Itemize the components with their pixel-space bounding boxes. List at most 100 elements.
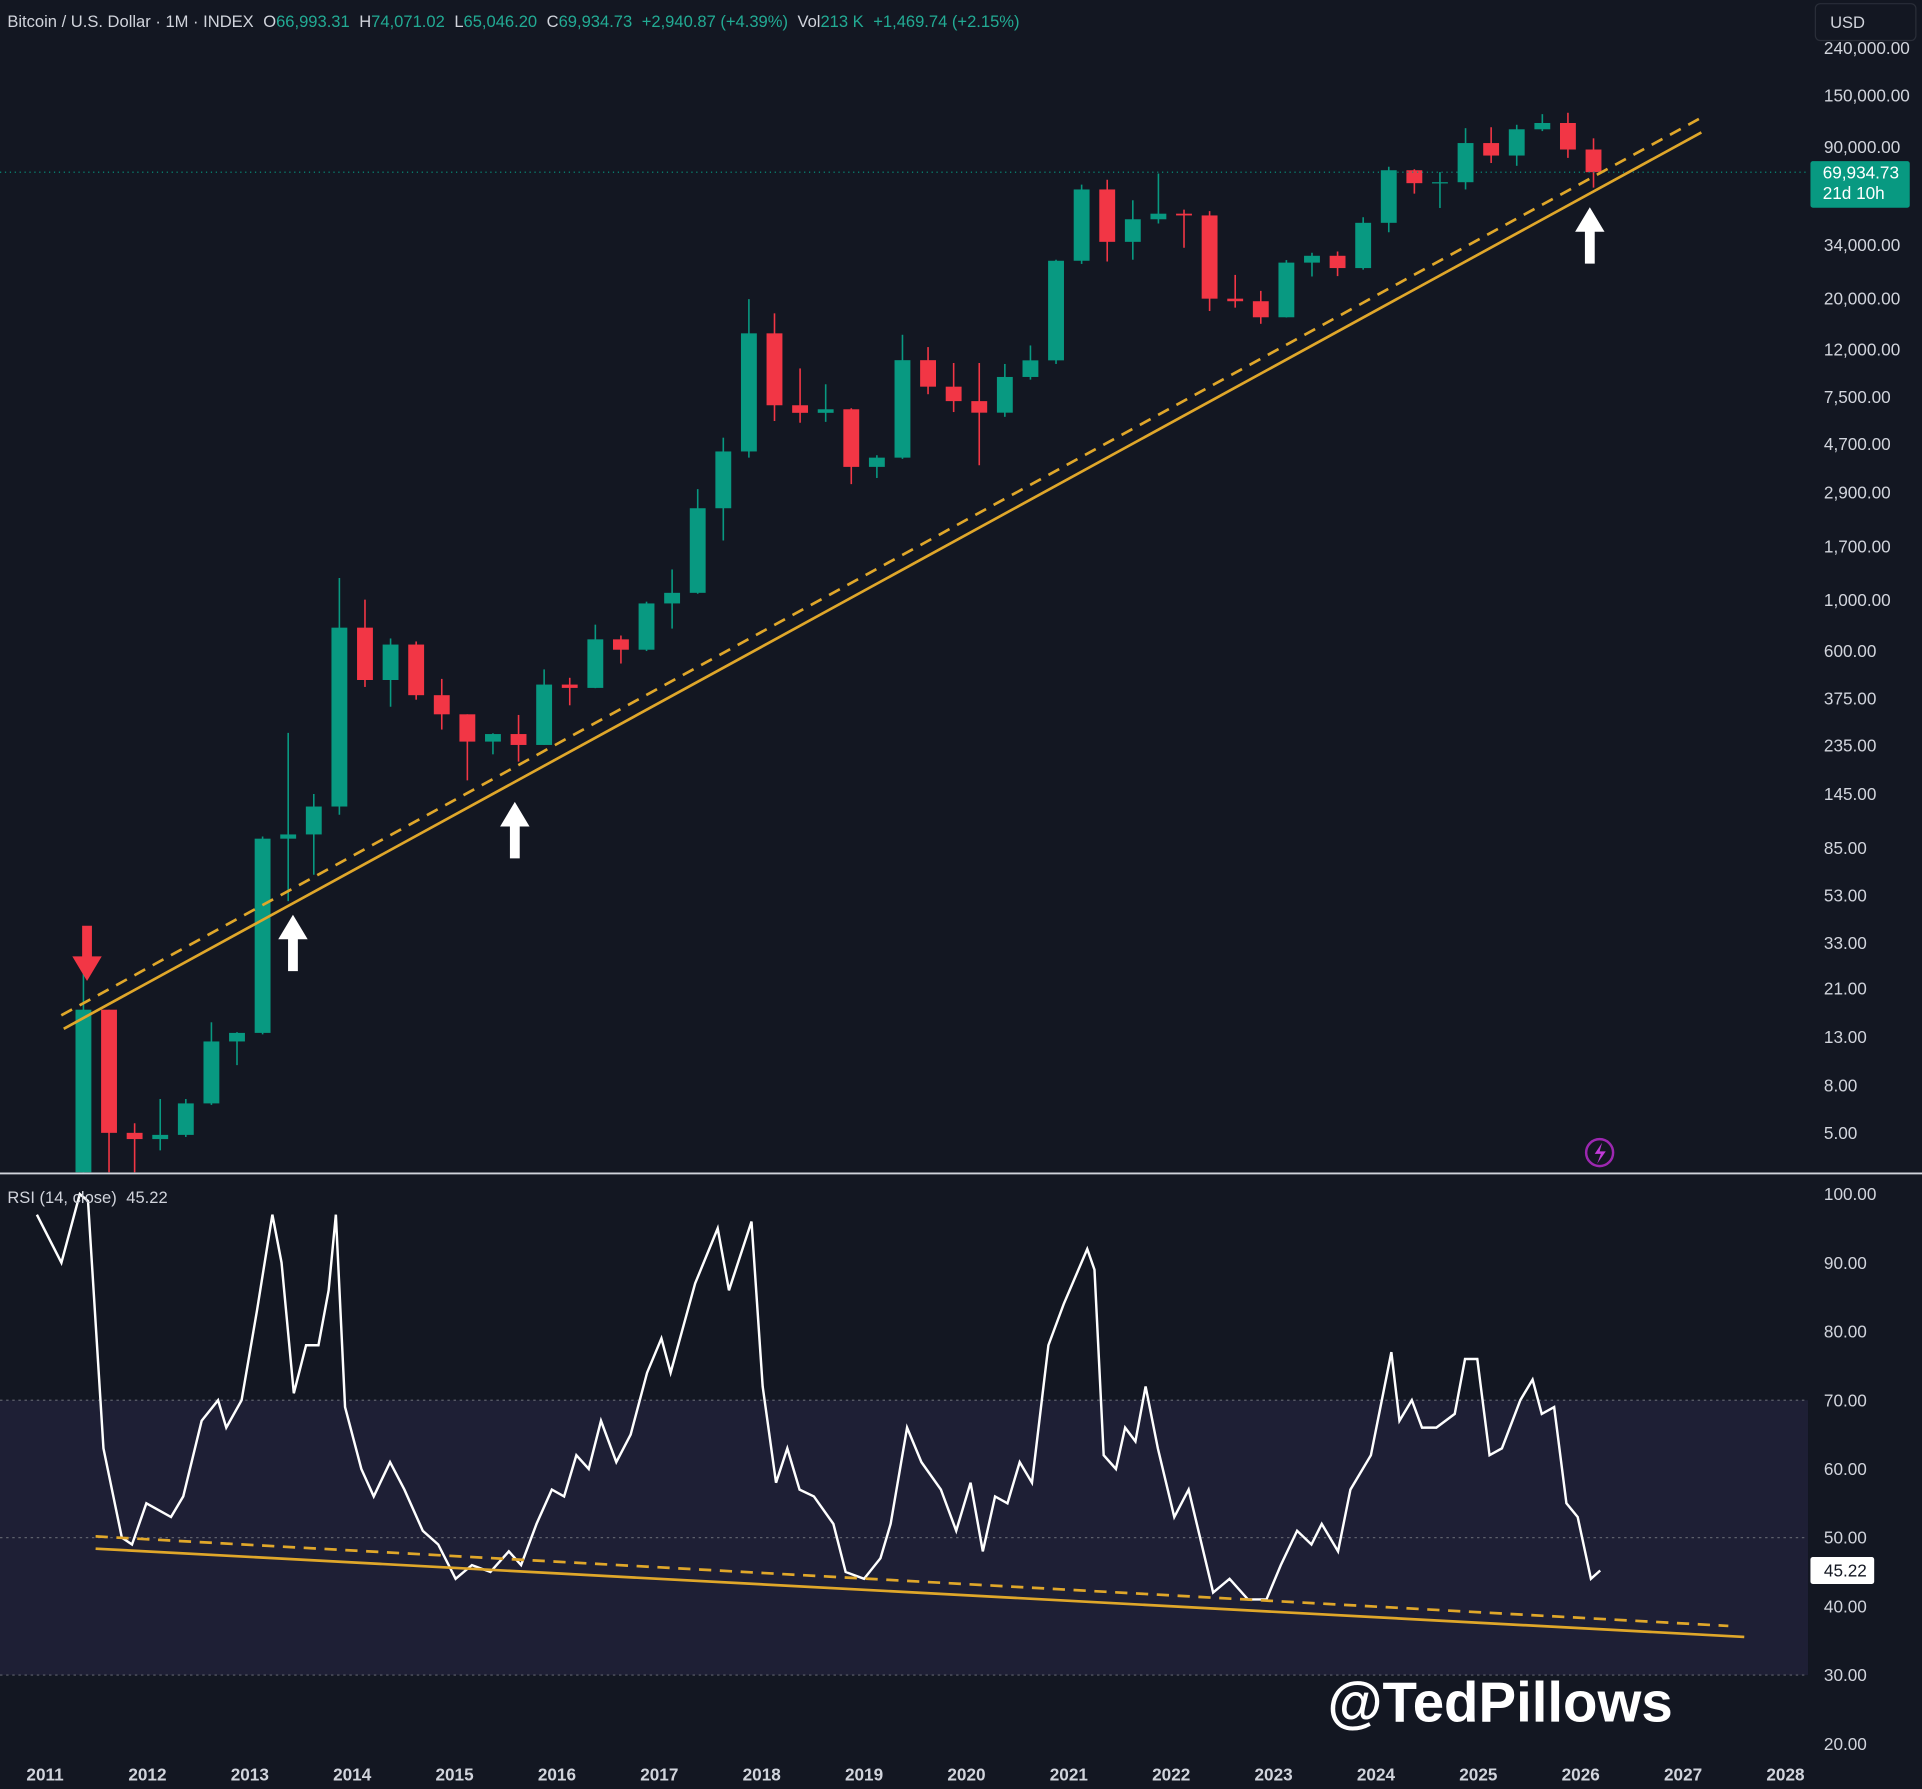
volume-change: +1,469.74 (+2.15%) xyxy=(873,12,1019,31)
countdown-label: 21d 10h xyxy=(1823,183,1885,203)
price-pane xyxy=(0,112,1809,1173)
y-tick-label: 2,900.00 xyxy=(1824,483,1891,503)
candle-body xyxy=(433,695,450,715)
y-tick-label: 7,500.00 xyxy=(1824,387,1891,407)
rsi-last-value: 45.22 xyxy=(126,1188,167,1207)
up-arrow xyxy=(278,914,308,972)
y-tick-label: 12,000.00 xyxy=(1824,340,1900,360)
candle-body xyxy=(920,360,936,387)
y-tick-label: 1,000.00 xyxy=(1824,590,1891,610)
candle-body xyxy=(1099,189,1116,242)
y-tick-label: 600.00 xyxy=(1824,641,1876,661)
x-tick-label: 2012 xyxy=(128,1764,166,1784)
last-price-label: 69,934.73 xyxy=(1823,162,1899,182)
rsi-line xyxy=(35,1191,1602,1601)
x-tick-label: 2013 xyxy=(231,1764,269,1784)
candle-body xyxy=(408,644,425,696)
candle-body xyxy=(996,376,1013,413)
candle-body xyxy=(612,639,629,650)
candle-body xyxy=(126,1132,143,1140)
y-tick-label: 145.00 xyxy=(1824,784,1876,804)
candle-body xyxy=(1022,360,1039,377)
x-tick-label: 2019 xyxy=(845,1764,883,1784)
icon-bolt xyxy=(1594,1142,1606,1164)
candle-body xyxy=(894,360,911,458)
rsi-pane xyxy=(35,1191,1602,1601)
rsi-title: RSI (14, close) xyxy=(7,1188,116,1207)
y-tick-label: 90.00 xyxy=(1824,1253,1867,1273)
candle-body xyxy=(485,734,501,742)
y-tick-label: 13.00 xyxy=(1824,1027,1867,1047)
axes: 240,000.00 150,000.00 90,000.00 34,000.00 20… xyxy=(26,38,1909,1784)
candle-body xyxy=(1534,123,1551,130)
candle-body xyxy=(1227,298,1244,302)
open-value: 66,993.31 xyxy=(276,12,350,31)
candle-body xyxy=(715,451,732,509)
candle-body xyxy=(1585,149,1602,173)
arrows xyxy=(72,207,1605,981)
candle-body xyxy=(1176,213,1192,216)
candle-body xyxy=(689,508,706,593)
x-tick-label: 2016 xyxy=(538,1764,576,1784)
candle-body xyxy=(177,1103,194,1135)
candle-body xyxy=(843,409,860,467)
candle-body xyxy=(357,627,373,681)
open-key: O xyxy=(263,12,276,31)
candle-body xyxy=(587,639,604,688)
button-box xyxy=(1814,3,1917,42)
candle-body xyxy=(75,1009,92,1173)
close-key: C xyxy=(547,12,559,31)
x-tick-label: 2023 xyxy=(1255,1764,1293,1784)
candle-body xyxy=(1432,182,1448,184)
high-value: 74,071.02 xyxy=(371,12,445,31)
candle-body xyxy=(280,834,297,839)
x-tick-label: 2026 xyxy=(1562,1764,1600,1784)
candle-body xyxy=(1355,222,1372,269)
icon-ring xyxy=(1584,1137,1615,1168)
y-tick-label: 90,000.00 xyxy=(1824,137,1900,157)
low-key: L xyxy=(454,12,463,31)
candle-body xyxy=(152,1134,169,1140)
y-tick-label: 40.00 xyxy=(1824,1596,1867,1616)
x-tick-label: 2022 xyxy=(1152,1764,1190,1784)
y-tick-label: 80.00 xyxy=(1824,1322,1867,1342)
currency-button[interactable]: USD xyxy=(1814,3,1917,42)
candle-body xyxy=(1483,143,1500,156)
candle-body xyxy=(203,1041,220,1104)
button-label: USD xyxy=(1830,13,1865,32)
candle-body xyxy=(664,592,681,604)
x-tick-label: 2011 xyxy=(26,1764,64,1784)
candle-body xyxy=(1304,255,1320,263)
rsi-value-label: 45.22 xyxy=(1824,1561,1867,1581)
trend-line xyxy=(63,131,1703,1030)
y-tick-label: 1,700.00 xyxy=(1824,536,1891,556)
candle-body xyxy=(740,333,757,452)
high-key: H xyxy=(359,12,371,31)
watermark: @TedPillows xyxy=(1328,1671,1673,1734)
x-tick-label: 2021 xyxy=(1050,1764,1089,1784)
y-tick-label: 53.00 xyxy=(1824,885,1867,905)
candle-body xyxy=(1048,260,1064,361)
candle-body xyxy=(1406,170,1423,184)
y-tick-label: 30.00 xyxy=(1824,1665,1867,1685)
candle-body xyxy=(305,806,322,835)
candle-body xyxy=(868,457,885,467)
candle-body xyxy=(817,409,834,413)
candle-body xyxy=(510,734,527,745)
x-tick-label: 2014 xyxy=(333,1764,372,1784)
x-tick-label: 2017 xyxy=(640,1764,678,1784)
lightning-icon[interactable] xyxy=(1584,1137,1615,1168)
y-tick-label: 150,000.00 xyxy=(1824,86,1910,106)
candle-body xyxy=(536,684,553,745)
candle-body xyxy=(331,627,348,807)
x-tick-label: 2018 xyxy=(743,1764,782,1784)
candle-body xyxy=(101,1009,117,1133)
x-tick-label: 2020 xyxy=(947,1764,985,1784)
y-tick-label: 60.00 xyxy=(1824,1459,1867,1479)
y-tick-label: 4,700.00 xyxy=(1824,434,1891,454)
up-arrow xyxy=(1575,207,1605,264)
candle-body xyxy=(1073,189,1090,261)
rsi-trend-line-dashed xyxy=(95,1535,1729,1628)
candle-body xyxy=(1252,301,1269,318)
